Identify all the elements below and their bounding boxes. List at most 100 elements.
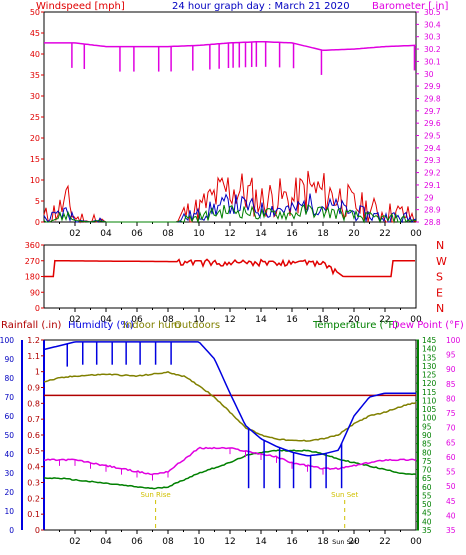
windspeed-axis-tick-label: 15: [30, 155, 40, 164]
windspeed-axis-tick-label: 35: [30, 71, 40, 80]
windspeed-axis-tick-label: 10: [30, 176, 40, 185]
outdoors-label: Outdoors: [174, 320, 221, 331]
dewpoint-tick-label: 50: [446, 482, 456, 491]
direction-panel-xtick-label: 00: [410, 315, 422, 325]
barometer-axis-tick-label: 30.4: [424, 20, 441, 29]
wind-panel-xtick-label: 22: [379, 229, 390, 239]
temperature-axis-tick-label: 110: [422, 396, 437, 405]
dewpoint-tick-label: 40: [446, 511, 456, 520]
compass-label: S: [436, 271, 443, 284]
barometer-axis-tick-label: 29.9: [424, 82, 441, 91]
wind-panel-xtick-label: 16: [286, 229, 298, 239]
dewpoint-tick-label: 60: [446, 453, 456, 462]
windspeed-axis-tick-label: 20: [30, 134, 40, 143]
wind-panel-xtick-label: 08: [162, 229, 174, 239]
wind-panel-xtick-label: 02: [69, 229, 80, 239]
temperature-axis-label: Temperature (°F): [313, 320, 399, 331]
barometer-axis-tick-label: 28.8: [424, 218, 441, 227]
temperature-axis-tick-label: 75: [422, 457, 432, 466]
windspeed-axis-tick-label: 25: [30, 113, 40, 122]
direction-panel-xtick-label: 20: [348, 315, 360, 325]
humidity-tick-label: 40: [4, 450, 14, 459]
windspeed-axis-tick-label: 40: [30, 50, 40, 59]
barometer-axis-tick-label: 29: [424, 193, 434, 202]
chart-title: 24 hour graph day : March 21 2020: [172, 1, 350, 12]
dewpoint-line: [44, 446, 417, 476]
temperature-axis-tick-label: 135: [422, 353, 437, 362]
temperature-axis-tick-label: 115: [422, 388, 437, 397]
barometer-axis-label: Barometer [.in]: [372, 1, 449, 12]
temperature-axis-tick-label: 100: [422, 414, 437, 423]
wind-direction-line: [44, 258, 415, 278]
wind-panel-xtick-label: 06: [131, 229, 143, 239]
temperature-axis-tick-label: 55: [422, 491, 432, 500]
environment-panel-xtick-label: 02: [69, 537, 80, 547]
direction-axis-tick-label: 270: [25, 257, 40, 266]
sunset-label: Sun Set: [331, 491, 358, 499]
environment-panel-xtick-label: 12: [224, 537, 235, 547]
environment-panel-xtick-label: 04: [100, 537, 112, 547]
direction-panel-xtick-label: 02: [69, 315, 80, 325]
wind-panel-xtick-label: 12: [224, 229, 235, 239]
rainfall-axis-label: Rainfall (.in): [1, 320, 62, 331]
humidity-tick-label: 0: [9, 526, 14, 535]
wind-panel-xtick-label: 04: [100, 229, 112, 239]
temperature-axis-tick-label: 95: [422, 422, 432, 431]
barometer-axis-tick-label: 29.8: [424, 94, 441, 103]
barometer-axis-tick-label: 29.2: [424, 169, 441, 178]
dewpoint-tick-label: 45: [446, 497, 456, 506]
windspeed-axis-tick-label: 0: [35, 218, 40, 227]
compass-label: N: [436, 239, 444, 252]
indoor-hum-label: Indoor hum: [123, 320, 181, 331]
dewpoint-tick-label: 100: [446, 336, 461, 345]
rainfall-axis-tick-label: 0.9: [27, 384, 40, 393]
temperature-axis-tick-label: 105: [422, 405, 437, 414]
temperature-axis-tick-label: 130: [422, 362, 437, 371]
rainfall-axis-tick-label: 0.5: [27, 447, 40, 456]
rainfall-axis-tick-label: 0: [35, 526, 40, 535]
wind-panel-xtick-label: 10: [193, 229, 205, 239]
environment-panel-xtick-label: 16: [286, 537, 298, 547]
direction-panel-xtick-label: 12: [224, 315, 235, 325]
humidity-tick-label: 50: [4, 431, 14, 440]
barometer-axis-tick-label: 30: [424, 70, 434, 79]
direction-axis-tick-label: 180: [25, 273, 40, 282]
temperature-axis-tick-label: 80: [422, 448, 432, 457]
barometer-axis-tick-label: 29.4: [424, 144, 441, 153]
windspeed-axis-tick-label: 45: [30, 29, 40, 38]
barometer-axis-tick-label: 30.3: [424, 33, 441, 42]
compass-label: W: [436, 255, 447, 268]
rainfall-axis-tick-label: 1.1: [27, 352, 40, 361]
temperature-axis-tick-label: 60: [422, 483, 432, 492]
humidity-tick-label: 30: [4, 469, 14, 478]
dewpoint-tick-label: 75: [446, 409, 456, 418]
temperature-axis-tick-label: 140: [422, 345, 437, 354]
dewpoint-tick-label: 55: [446, 468, 456, 477]
dewpoint-tick-label: 35: [446, 526, 456, 535]
barometer-axis-tick-label: 30.5: [424, 8, 441, 17]
temperature-axis-tick-label: 125: [422, 371, 437, 380]
humidity-axis-label: Humidity (%): [68, 320, 134, 331]
humidity-tick-label: 90: [4, 355, 14, 364]
windspeed-axis-tick-label: 5: [35, 197, 40, 206]
temperature-axis-tick-label: 85: [422, 440, 432, 449]
humidity-line: [43, 341, 416, 457]
dewpoint-tick-label: 65: [446, 438, 456, 447]
dewpoint-tick-label: 95: [446, 351, 456, 360]
temperature-axis-tick-label: 50: [422, 500, 432, 509]
barometer-axis-tick-label: 29.3: [424, 156, 441, 165]
dewpoint-tick-label: 85: [446, 380, 456, 389]
temperature-axis-tick-label: 90: [422, 431, 432, 440]
rainfall-axis-tick-label: 0.7: [27, 415, 40, 424]
wind-panel-xtick-label: 14: [255, 229, 267, 239]
rainfall-axis-tick-label: 1.2: [27, 336, 40, 345]
rainfall-axis-tick-label: 0.2: [27, 494, 40, 503]
rainfall-axis-tick-label: 0.1: [27, 510, 40, 519]
humidity-tick-label: 80: [4, 374, 14, 383]
environment-panel-xtick-label: 20: [348, 537, 360, 547]
barometer-axis-tick-label: 28.9: [424, 206, 441, 215]
humidity-tick-label: 10: [4, 507, 14, 516]
windspeed-low-line: [43, 203, 417, 224]
barometer-axis-tick-label: 29.6: [424, 119, 441, 128]
